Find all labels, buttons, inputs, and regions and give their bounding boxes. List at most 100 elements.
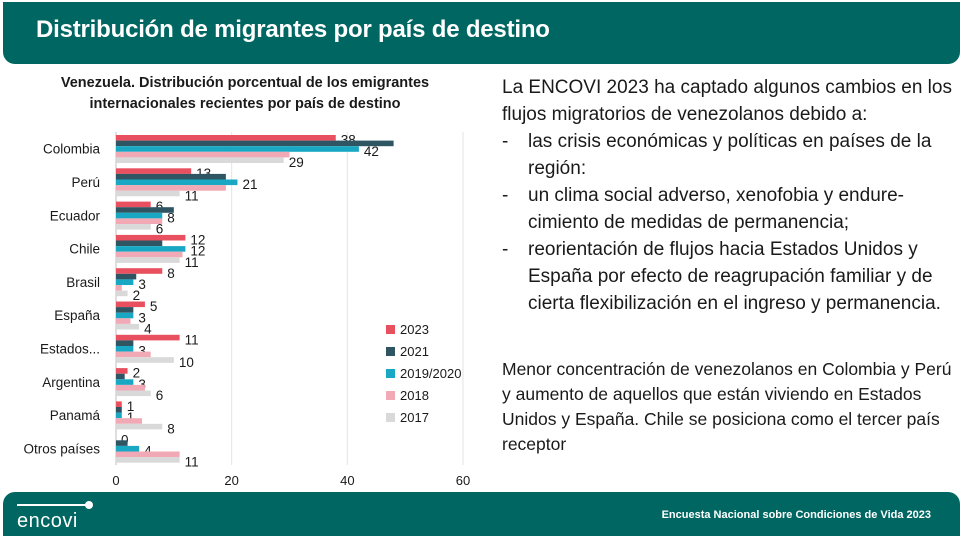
data-label: 12 [190, 244, 205, 259]
bar [116, 190, 180, 197]
data-label: 29 [289, 155, 304, 170]
chart-title: Venezuela. Distribución porcentual de lo… [60, 75, 430, 112]
page-title: Distribución de migrantes por país de de… [36, 16, 550, 43]
bar [116, 368, 128, 374]
encovi-logo: encovi [17, 498, 107, 532]
legend-swatch [386, 413, 395, 422]
bar [116, 457, 180, 463]
data-label: 4 [144, 444, 152, 459]
bar [116, 212, 163, 219]
data-label: 6 [156, 222, 164, 237]
bar [116, 240, 163, 247]
bullet-item: - las crisis económicas y políticas en pa… [502, 128, 952, 182]
footer-caption: Encuesta Nacional sobre Condiciones de V… [661, 509, 931, 521]
data-label: 12 [190, 233, 205, 248]
data-label: 11 [185, 455, 199, 470]
bar [116, 224, 151, 230]
data-label: 8 [167, 266, 175, 281]
bar [116, 301, 145, 308]
data-label: 3 [138, 277, 146, 292]
bar [116, 135, 336, 141]
category-label: España [54, 308, 100, 323]
logo-text: encovi [17, 510, 78, 532]
bar [116, 418, 143, 424]
bar [116, 146, 359, 152]
x-tick-label: 0 [112, 473, 119, 488]
legend-label: 2017 [400, 410, 429, 425]
category-label: Perú [71, 175, 100, 190]
category-label: Colombia [43, 142, 101, 157]
data-label: 11 [185, 332, 199, 347]
bar [116, 290, 128, 297]
bar [116, 312, 134, 319]
legend-swatch [386, 391, 395, 400]
bar [116, 179, 238, 186]
bar [116, 373, 125, 380]
legend-label: 2023 [400, 322, 429, 337]
bar [116, 401, 122, 407]
bar [116, 157, 284, 163]
bullet-dash: - [502, 239, 509, 260]
data-label: 2 [133, 288, 141, 303]
bar [116, 140, 394, 147]
bar [116, 318, 131, 324]
bar [116, 185, 226, 191]
data-label: 3 [138, 310, 146, 325]
bullet-item: - un clima social adverso, xenofobia y en… [502, 182, 952, 236]
category-label: Brasil [66, 275, 100, 290]
bar [116, 151, 290, 158]
x-tick-label: 40 [340, 473, 354, 488]
data-label: 0 [121, 432, 129, 447]
data-label: 11 [185, 255, 199, 270]
data-label: 6 [156, 199, 164, 214]
logo-dot-icon [85, 501, 93, 509]
bar [116, 268, 163, 274]
bar [116, 445, 140, 452]
intro-text: La ENCOVI 2023 ha captado algunos cambio… [502, 77, 952, 125]
bar [116, 246, 186, 252]
bar [116, 346, 134, 352]
bar [116, 323, 140, 330]
bullet-text: un clima social adverso, xenofobia y end… [528, 185, 904, 233]
data-label: 3 [138, 344, 146, 359]
data-label: 4 [144, 322, 152, 337]
data-label: 10 [179, 355, 194, 370]
bullet-text: reorientación de flujos hacia Estados Un… [528, 239, 941, 314]
category-label: Panamá [50, 408, 101, 423]
bar [116, 451, 180, 458]
bar [116, 173, 226, 180]
category-label: Argentina [42, 375, 100, 390]
bar [116, 218, 163, 224]
bar [116, 273, 137, 280]
bullet-dash: - [502, 185, 509, 206]
legend-label: 2018 [400, 388, 429, 403]
bar [116, 412, 122, 419]
logo-line [17, 504, 87, 506]
bar [116, 168, 192, 174]
bar [116, 285, 122, 291]
bar [116, 279, 134, 285]
x-tick-label: 20 [224, 473, 238, 488]
bar [116, 379, 134, 385]
bar-chart: 0 20 40 60Colombia384229Perú132111Ecuador68… [23, 132, 470, 488]
data-label: 2 [133, 366, 141, 381]
bar [116, 251, 183, 258]
summary-text: Menor concentración de venezolanos en Co… [502, 359, 952, 454]
data-label: 21 [242, 177, 257, 192]
footer-bar: encovi Encuesta Nacional sobre Condicion… [3, 492, 960, 536]
category-label: Ecuador [50, 208, 101, 223]
bullet-dash: - [502, 131, 509, 152]
category-label: Otros países [23, 441, 100, 456]
bullet-text: las crisis económicas y políticas en paí… [528, 131, 932, 179]
category-label: Estados... [40, 341, 100, 356]
bar [116, 340, 134, 346]
bar [116, 390, 151, 397]
data-label: 5 [150, 299, 158, 314]
legend-label: 2021 [400, 344, 429, 359]
legend-swatch [386, 369, 395, 378]
bar [116, 201, 151, 208]
data-label: 1 [127, 399, 135, 414]
bar [116, 407, 122, 413]
data-label: 3 [138, 377, 146, 392]
bar [116, 334, 180, 341]
